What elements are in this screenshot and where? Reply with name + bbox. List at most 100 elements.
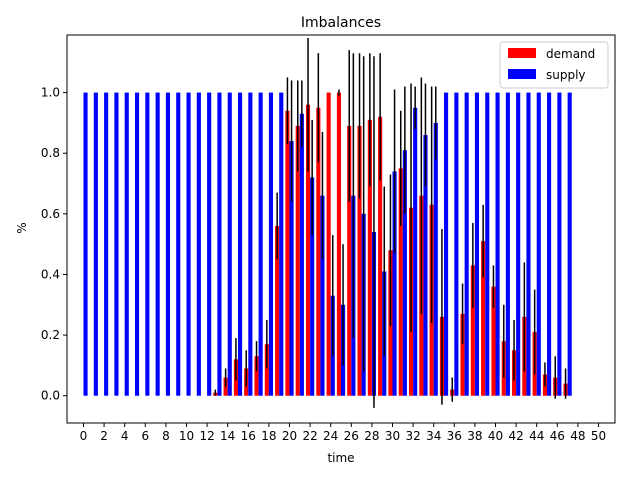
bar-demand-26 <box>347 125 352 396</box>
y-ticks: 0.0 0.2 0.4 0.6 0.8 1.0 <box>41 86 67 403</box>
bar-supply-14 <box>227 92 232 396</box>
legend: demand supply <box>499 41 609 89</box>
legend-label-demand: demand <box>546 47 595 61</box>
x-tick-label: 32 <box>405 429 420 443</box>
x-tick-label: 26 <box>344 429 359 443</box>
x-tick-label: 10 <box>179 429 194 443</box>
legend-label-supply: supply <box>546 68 586 82</box>
bar-supply-45 <box>547 92 552 396</box>
error-bars-layer <box>214 38 567 408</box>
plot-frame <box>66 34 616 424</box>
bar-demand-19 <box>275 225 280 396</box>
bar-supply-46 <box>557 92 562 396</box>
x-tick-label: 28 <box>364 429 379 443</box>
x-tick-label: 18 <box>261 429 276 443</box>
bar-supply-35 <box>444 92 449 396</box>
bar-supply-37 <box>464 92 469 396</box>
x-tick-label: 4 <box>121 429 129 443</box>
x-tick-label: 48 <box>570 429 585 443</box>
bar-supply-1 <box>93 92 98 396</box>
bar-demand-28 <box>367 119 372 396</box>
x-ticks: 0 2 4 6 8 10 12 14 16 18 20 22 24 26 28 30 32 34 36 38 40 42 4… <box>80 423 606 443</box>
x-tick-label: 8 <box>162 429 170 443</box>
bar-demand-25 <box>336 92 341 396</box>
x-tick-label: 34 <box>426 429 441 443</box>
bar-supply-12 <box>207 92 212 396</box>
bar-supply-2 <box>104 92 109 396</box>
bar-supply-40 <box>495 92 500 396</box>
bar-supply-19 <box>279 92 284 396</box>
x-tick-label: 20 <box>282 429 297 443</box>
x-tick-label: 50 <box>591 429 606 443</box>
chart-title: Imbalances <box>301 15 381 31</box>
y-tick-label: 0.8 <box>41 146 60 160</box>
bar-supply-13 <box>217 92 222 396</box>
x-tick-label: 30 <box>385 429 400 443</box>
x-tick-label: 36 <box>447 429 462 443</box>
bar-supply-15 <box>237 92 243 396</box>
x-tick-label: 22 <box>302 429 317 443</box>
bar-supply-6 <box>145 92 150 396</box>
bar-demand-22 <box>305 104 311 396</box>
bar-supply-43 <box>526 92 531 396</box>
bar-supply-20 <box>289 141 294 396</box>
bar-demand-24 <box>326 92 331 396</box>
bar-demand-18 <box>264 344 269 396</box>
x-tick-label: 40 <box>488 429 503 443</box>
bar-supply-36 <box>454 92 459 396</box>
bar-demand-39 <box>481 241 486 396</box>
bar-supply-3 <box>114 92 119 396</box>
bar-demand-29 <box>378 116 383 396</box>
x-tick-label: 44 <box>529 429 544 443</box>
bar-supply-9 <box>176 92 181 396</box>
x-tick-label: 6 <box>141 429 149 443</box>
y-tick-label: 1.0 <box>41 86 60 100</box>
bar-supply-33 <box>423 135 428 396</box>
bar-supply-0 <box>83 92 88 396</box>
bar-supply-41 <box>505 92 510 396</box>
bars-layer <box>83 92 572 396</box>
x-tick-label: 2 <box>100 429 108 443</box>
bar-supply-38 <box>474 92 480 396</box>
x-tick-label: 16 <box>241 429 256 443</box>
bar-supply-21 <box>299 113 304 396</box>
bar-demand-23 <box>316 107 321 396</box>
bar-supply-5 <box>134 92 140 396</box>
y-tick-label: 0.0 <box>41 389 60 403</box>
bar-supply-30 <box>392 171 397 396</box>
bar-demand-31 <box>398 168 403 396</box>
bar-demand-38 <box>470 265 475 396</box>
bar-supply-39 <box>485 92 490 396</box>
bar-supply-18 <box>268 92 274 396</box>
bar-supply-31 <box>402 150 407 396</box>
x-tick-label: 12 <box>199 429 214 443</box>
bar-supply-7 <box>155 92 160 396</box>
bar-supply-32 <box>413 107 418 396</box>
x-tick-label: 0 <box>80 429 88 443</box>
y-tick-label: 0.4 <box>41 267 60 281</box>
bar-supply-8 <box>165 92 171 396</box>
bar-supply-47 <box>567 92 572 396</box>
bar-supply-44 <box>536 92 541 396</box>
bar-supply-22 <box>310 177 315 396</box>
x-tick-label: 46 <box>550 429 565 443</box>
x-axis-label: time <box>327 451 354 465</box>
y-axis-label: % <box>15 222 29 233</box>
legend-swatch-supply <box>508 69 536 79</box>
bar-supply-42 <box>516 92 521 396</box>
bar-demand-37 <box>460 313 465 396</box>
y-tick-label: 0.2 <box>41 328 60 342</box>
bar-supply-17 <box>258 92 263 396</box>
y-tick-label: 0.6 <box>41 207 60 221</box>
bar-supply-10 <box>186 92 191 396</box>
bar-supply-23 <box>320 195 325 396</box>
bar-demand-17 <box>254 356 259 396</box>
bar-demand-20 <box>285 110 290 396</box>
bar-supply-11 <box>196 92 201 396</box>
x-tick-label: 38 <box>467 429 482 443</box>
x-tick-label: 14 <box>220 429 235 443</box>
legend-swatch-demand <box>508 48 536 58</box>
bar-demand-21 <box>295 125 300 396</box>
